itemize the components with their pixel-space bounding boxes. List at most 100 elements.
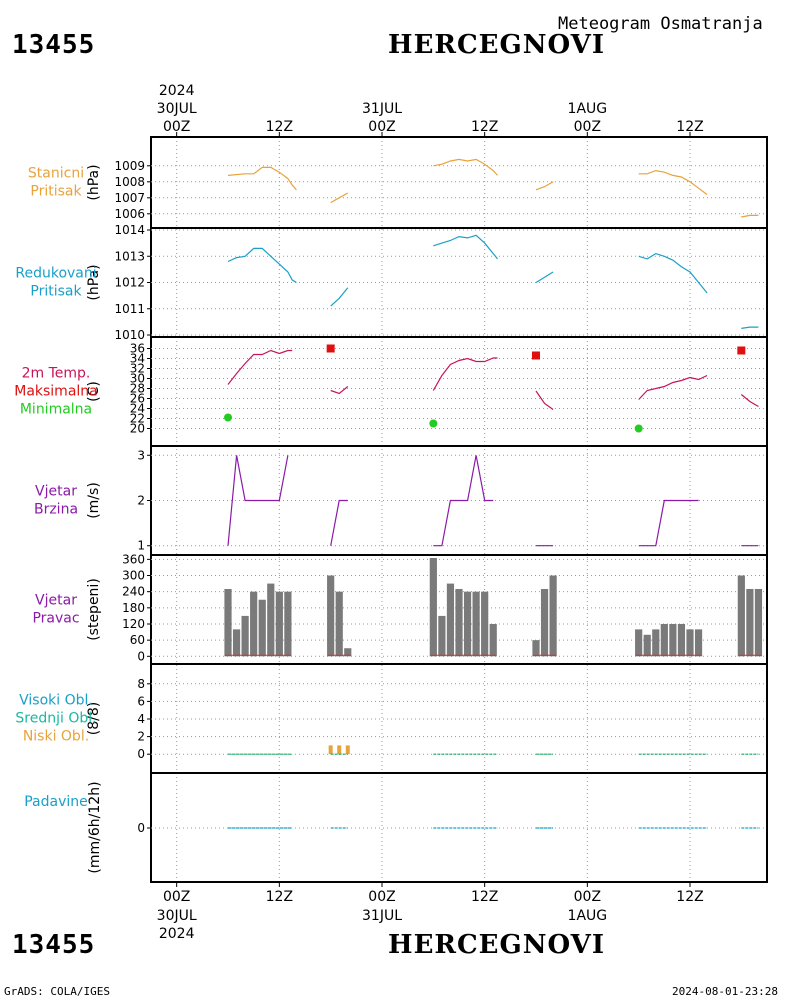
wind-direction-bar xyxy=(549,575,557,657)
top-date-label: 31JUL xyxy=(362,101,402,117)
wind-direction-bar xyxy=(481,591,489,657)
series-line-temperature xyxy=(638,374,708,400)
top-time-tick-label: 12Z xyxy=(471,119,498,135)
y-tick-label: 1007 xyxy=(114,191,145,205)
wind-direction-bar xyxy=(250,591,258,657)
panel-label: Pravac xyxy=(32,611,79,627)
y-tick-label: 0 xyxy=(137,649,145,663)
panel-wind_speed xyxy=(147,445,768,556)
wind-direction-bar xyxy=(455,588,463,657)
y-tick-label: 240 xyxy=(122,585,145,599)
series-line-wind_speed xyxy=(433,455,494,547)
top-time-tick-label: 00Z xyxy=(368,119,395,135)
y-unit-label: (hPa) xyxy=(86,264,102,300)
bottom-date-label: 31JUL xyxy=(362,908,402,924)
top-time-tick-label: 12Z xyxy=(266,119,293,135)
wind-direction-bar xyxy=(241,615,249,657)
series-line-temperature xyxy=(227,349,293,385)
panel-temperature xyxy=(147,336,768,447)
y-tick-label: 30 xyxy=(130,372,145,386)
min-temp-marker xyxy=(429,419,438,428)
wind-direction-bar xyxy=(258,599,266,657)
panel-label: Pritisak xyxy=(30,184,82,200)
wind-direction-bar xyxy=(686,629,694,657)
y-tick-label: 0 xyxy=(137,821,145,835)
wind-direction-bar xyxy=(232,629,241,657)
wind-direction-bar xyxy=(438,615,446,657)
wind-direction-bar xyxy=(489,623,497,657)
wind-direction-bar xyxy=(463,591,472,657)
y-tick-label: 6 xyxy=(137,694,145,708)
wind-direction-bar xyxy=(737,575,745,657)
series-line-temperature xyxy=(432,357,498,391)
panel-precip xyxy=(147,772,768,883)
y-tick-label: 1014 xyxy=(114,223,145,237)
y-tick-label: 2 xyxy=(137,494,145,508)
bottom-time-tick-label: 12Z xyxy=(471,889,498,905)
y-tick-label: 120 xyxy=(122,617,145,631)
top-time-tick-label: 00Z xyxy=(163,119,190,135)
series-line-mslp xyxy=(227,247,297,284)
bottom-year-label: 2024 xyxy=(159,926,195,942)
wind-direction-bar xyxy=(429,558,437,657)
station-id: 13455 xyxy=(12,30,96,60)
series-line-pressure xyxy=(741,214,759,218)
panel-label: Redukovani xyxy=(15,266,96,282)
panel-label: Visoki Obl. xyxy=(19,693,93,709)
series-line-wind_speed xyxy=(330,499,348,546)
wind-direction-bar xyxy=(635,629,643,657)
wind-direction-bar xyxy=(540,588,549,657)
series-line-wind_speed xyxy=(227,455,289,546)
y-tick-label: 22 xyxy=(130,412,145,426)
y-tick-label: 2 xyxy=(137,730,145,744)
series-line-pressure xyxy=(535,181,554,191)
wind-direction-bar xyxy=(754,588,763,657)
panel-label: Srednji Obl. xyxy=(15,711,96,727)
wind-direction-bar xyxy=(652,629,660,657)
series-line-temperature xyxy=(740,394,759,408)
top-time-tick-label: 00Z xyxy=(574,119,601,135)
max-temp-marker xyxy=(532,351,540,360)
top-year-label: 2024 xyxy=(159,83,195,99)
footer-station-id: 13455 xyxy=(12,930,96,960)
chart-subtitle: Meteogram Osmatranja xyxy=(558,14,763,34)
top-date-label: 1AUG xyxy=(568,101,608,117)
y-tick-label: 360 xyxy=(122,552,145,566)
station-name: HERCEGNOVI xyxy=(388,30,605,60)
panel-label: Stanicni xyxy=(28,166,84,182)
wind-direction-bar xyxy=(284,591,292,657)
series-line-temperature xyxy=(330,386,349,395)
max-temp-marker xyxy=(326,344,335,353)
wind-direction-bar xyxy=(344,648,352,657)
panel-label: Vjetar xyxy=(35,484,77,500)
wind-direction-bar xyxy=(660,623,668,657)
bottom-time-tick-label: 00Z xyxy=(163,889,190,905)
panel-pressure xyxy=(147,136,768,229)
y-tick-label: 180 xyxy=(122,601,145,615)
software-credit: GrADS: COLA/IGES xyxy=(4,985,110,998)
y-unit-label: (m/s) xyxy=(86,482,102,519)
y-tick-label: 1010 xyxy=(114,328,145,342)
y-tick-label: 1011 xyxy=(114,302,145,316)
y-tick-label: 26 xyxy=(130,392,145,406)
top-time-tick-label: 12Z xyxy=(676,119,703,135)
panel-label: Vjetar xyxy=(35,593,77,609)
y-unit-label: (C) xyxy=(86,381,102,402)
series-line-temperature xyxy=(535,390,554,410)
series-line-pressure xyxy=(330,192,349,204)
y-tick-label: 8 xyxy=(137,677,145,691)
panel-label: Niski Obl. xyxy=(23,729,89,745)
y-tick-label: 1 xyxy=(137,539,145,553)
series-line-pressure xyxy=(433,158,498,176)
panel-label: Maksimalna xyxy=(14,384,98,400)
wind-direction-bar xyxy=(694,629,703,657)
y-tick-label: 0 xyxy=(137,747,145,761)
series-line-pressure xyxy=(227,166,297,191)
panel-frame xyxy=(150,136,768,229)
y-tick-label: 20 xyxy=(130,422,145,436)
bottom-time-tick-label: 12Z xyxy=(266,889,293,905)
series-line-pressure xyxy=(638,169,708,196)
wind-direction-bar xyxy=(643,634,651,657)
y-tick-label: 1009 xyxy=(114,159,145,173)
